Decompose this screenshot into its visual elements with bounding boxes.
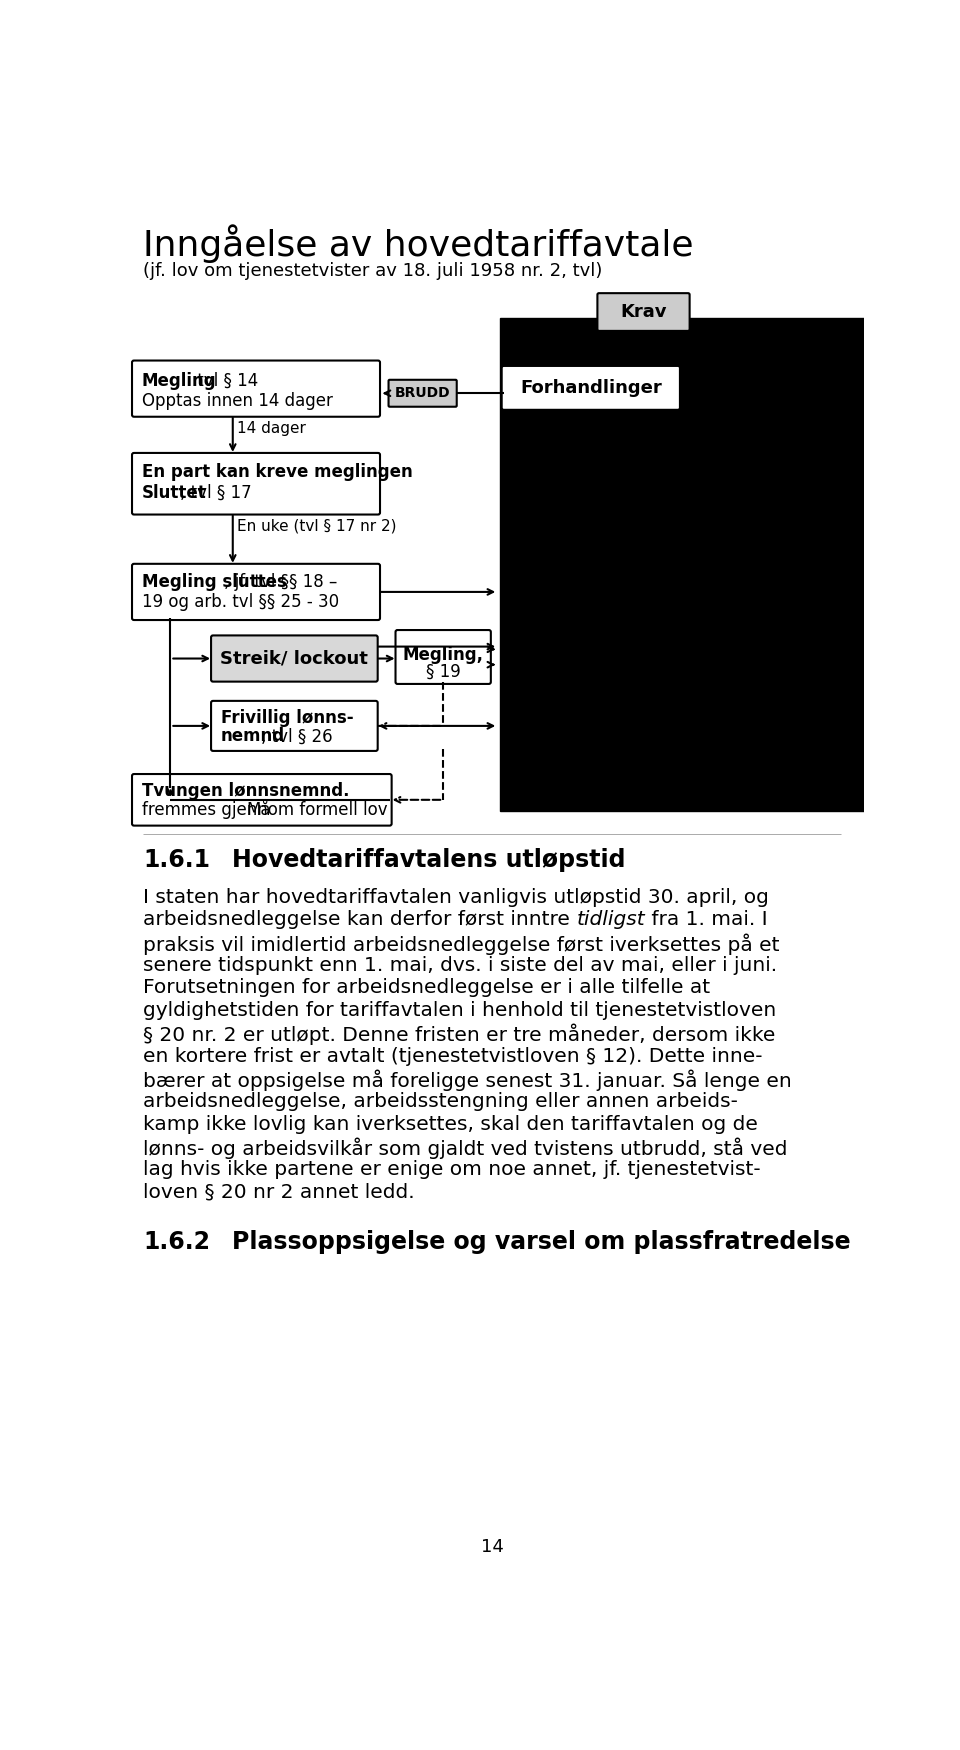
Text: praksis vil imidlertid arbeidsnedleggelse først iverksettes på et: praksis vil imidlertid arbeidsnedleggels…: [143, 933, 780, 954]
Text: en kortere frist er avtalt (tjenestetvistloven § 12). Dette inne-: en kortere frist er avtalt (tjenestetvis…: [143, 1046, 763, 1066]
FancyBboxPatch shape: [211, 635, 377, 681]
FancyBboxPatch shape: [502, 366, 680, 410]
Text: 1.6.2: 1.6.2: [143, 1230, 210, 1255]
Text: Forhandlinger: Forhandlinger: [520, 378, 661, 397]
Text: lønns- og arbeidsvilkår som gjaldt ved tvistens utbrudd, stå ved: lønns- og arbeidsvilkår som gjaldt ved t…: [143, 1138, 788, 1158]
Text: Må: Må: [247, 800, 271, 819]
Text: Hovedtariffavtalens utløpstid: Hovedtariffavtalens utløpstid: [232, 847, 626, 872]
Text: Streik/ lockout: Streik/ lockout: [221, 649, 369, 667]
FancyBboxPatch shape: [597, 294, 689, 331]
Text: senere tidspunkt enn 1. mai, dvs. i siste del av mai, eller i juni.: senere tidspunkt enn 1. mai, dvs. i sist…: [143, 956, 778, 975]
FancyBboxPatch shape: [132, 453, 380, 514]
Text: I staten har hovedtariffavtalen vanligvis utløpstid 30. april, og: I staten har hovedtariffavtalen vanligvi…: [143, 887, 769, 906]
Text: Inngåelse av hovedtariffavtale: Inngåelse av hovedtariffavtale: [143, 224, 694, 262]
Text: BRUDD: BRUDD: [395, 387, 450, 401]
Text: bærer at oppsigelse må foreligge senest 31. januar. Så lenge en: bærer at oppsigelse må foreligge senest …: [143, 1069, 792, 1090]
FancyBboxPatch shape: [396, 630, 491, 684]
Text: Forutsetningen for arbeidsnedleggelse er i alle tilfelle at: Forutsetningen for arbeidsnedleggelse er…: [143, 978, 710, 997]
Text: fra 1. mai. I: fra 1. mai. I: [645, 910, 768, 929]
FancyBboxPatch shape: [132, 564, 380, 620]
Text: 14 dager: 14 dager: [236, 422, 305, 436]
Text: (jf. lov om tjenestetvister av 18. juli 1958 nr. 2, tvl): (jf. lov om tjenestetvister av 18. juli …: [143, 262, 603, 280]
Text: kamp ikke lovlig kan iverksettes, skal den tariffavtalen og de: kamp ikke lovlig kan iverksettes, skal d…: [143, 1115, 758, 1134]
Text: § 20 nr. 2 er utløpt. Denne fristen er tre måneder, dersom ikke: § 20 nr. 2 er utløpt. Denne fristen er t…: [143, 1024, 776, 1045]
Text: 14: 14: [481, 1538, 503, 1556]
FancyBboxPatch shape: [389, 380, 457, 406]
Bar: [500, 318, 864, 810]
Text: Krav: Krav: [620, 303, 667, 320]
Text: , tvl § 26: , tvl § 26: [261, 728, 333, 746]
Text: Opptas innen 14 dager: Opptas innen 14 dager: [142, 392, 332, 410]
Text: § 19: § 19: [426, 663, 461, 681]
FancyBboxPatch shape: [132, 774, 392, 826]
Text: fremmes gjennom formell lov: fremmes gjennom formell lov: [142, 800, 387, 819]
FancyBboxPatch shape: [211, 700, 377, 751]
Text: Frivillig lønns-: Frivillig lønns-: [221, 709, 353, 726]
Text: Megling sluttes: Megling sluttes: [142, 574, 287, 592]
Text: Megling,: Megling,: [402, 646, 484, 663]
Text: Plassoppsigelse og varsel om plassfratredelse: Plassoppsigelse og varsel om plassfratre…: [232, 1230, 851, 1255]
FancyBboxPatch shape: [132, 360, 380, 416]
Text: tidligst: tidligst: [577, 910, 645, 929]
Text: arbeidsnedleggelse kan derfor først inntre: arbeidsnedleggelse kan derfor først innt…: [143, 910, 577, 929]
Text: Sluttet: Sluttet: [142, 485, 206, 502]
Text: 19 og arb. tvl §§ 25 - 30: 19 og arb. tvl §§ 25 - 30: [142, 593, 339, 611]
Text: arbeidsnedleggelse, arbeidsstengning eller annen arbeids-: arbeidsnedleggelse, arbeidsstengning ell…: [143, 1092, 738, 1111]
Text: 1.6.1: 1.6.1: [143, 847, 210, 872]
Text: Tvungen lønnsnemnd.: Tvungen lønnsnemnd.: [142, 782, 349, 800]
Text: lag hvis ikke partene er enige om noe annet, jf. tjenestetvist-: lag hvis ikke partene er enige om noe an…: [143, 1160, 761, 1180]
Text: tidligst: tidligst: [577, 910, 645, 929]
Text: tvl § 14: tvl § 14: [192, 371, 258, 390]
Text: En part kan kreve meglingen: En part kan kreve meglingen: [142, 462, 413, 481]
Text: nemnd: nemnd: [221, 728, 285, 746]
Text: Megling: Megling: [142, 371, 216, 390]
Text: gyldighetstiden for tariffavtalen i henhold til tjenestetvistloven: gyldighetstiden for tariffavtalen i henh…: [143, 1001, 777, 1020]
Text: , tvl § 17: , tvl § 17: [180, 485, 252, 502]
Text: , jf. tvl §§ 18 –: , jf. tvl §§ 18 –: [224, 574, 337, 592]
Text: loven § 20 nr 2 annet ledd.: loven § 20 nr 2 annet ledd.: [143, 1183, 415, 1202]
Text: En uke (tvl § 17 nr 2): En uke (tvl § 17 nr 2): [236, 518, 396, 534]
